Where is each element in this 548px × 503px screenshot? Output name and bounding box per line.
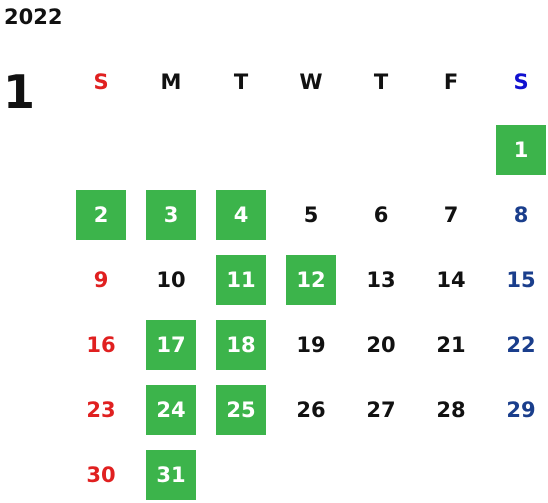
day-cell-27[interactable]: 27 — [366, 398, 396, 422]
day-cell-19[interactable]: 19 — [296, 333, 326, 357]
weekday-header: T — [373, 70, 389, 94]
weekday-header: W — [299, 70, 323, 94]
day-cell-21[interactable]: 21 — [436, 333, 466, 357]
day-cell-6[interactable]: 6 — [373, 203, 389, 227]
day-cell-13[interactable]: 13 — [366, 268, 396, 292]
day-cell-15[interactable]: 15 — [506, 268, 536, 292]
day-cell-9[interactable]: 9 — [93, 268, 109, 292]
day-cell-7[interactable]: 7 — [443, 203, 459, 227]
day-cell-8[interactable]: 8 — [513, 203, 529, 227]
month-number: 1 — [3, 65, 36, 119]
weekday-header: S — [93, 70, 109, 94]
day-cell-25[interactable]: 25 — [216, 385, 266, 435]
day-cell-20[interactable]: 20 — [366, 333, 396, 357]
year-label: 2022 — [4, 5, 63, 29]
day-cell-18[interactable]: 18 — [216, 320, 266, 370]
day-cell-1[interactable]: 1 — [496, 125, 546, 175]
weekday-header: S — [513, 70, 529, 94]
day-cell-22[interactable]: 22 — [506, 333, 536, 357]
weekday-header: F — [443, 70, 459, 94]
day-cell-31[interactable]: 31 — [146, 450, 196, 500]
day-cell-4[interactable]: 4 — [216, 190, 266, 240]
day-cell-3[interactable]: 3 — [146, 190, 196, 240]
weekday-header: M — [160, 70, 182, 94]
day-cell-16[interactable]: 16 — [86, 333, 116, 357]
day-cell-14[interactable]: 14 — [436, 268, 466, 292]
day-cell-17[interactable]: 17 — [146, 320, 196, 370]
day-cell-11[interactable]: 11 — [216, 255, 266, 305]
day-cell-28[interactable]: 28 — [436, 398, 466, 422]
day-cell-2[interactable]: 2 — [76, 190, 126, 240]
day-cell-12[interactable]: 12 — [286, 255, 336, 305]
day-cell-26[interactable]: 26 — [296, 398, 326, 422]
day-cell-10[interactable]: 10 — [156, 268, 186, 292]
day-cell-5[interactable]: 5 — [303, 203, 319, 227]
day-cell-23[interactable]: 23 — [86, 398, 116, 422]
day-cell-29[interactable]: 29 — [506, 398, 536, 422]
day-cell-30[interactable]: 30 — [86, 463, 116, 487]
day-cell-24[interactable]: 24 — [146, 385, 196, 435]
weekday-header: T — [233, 70, 249, 94]
